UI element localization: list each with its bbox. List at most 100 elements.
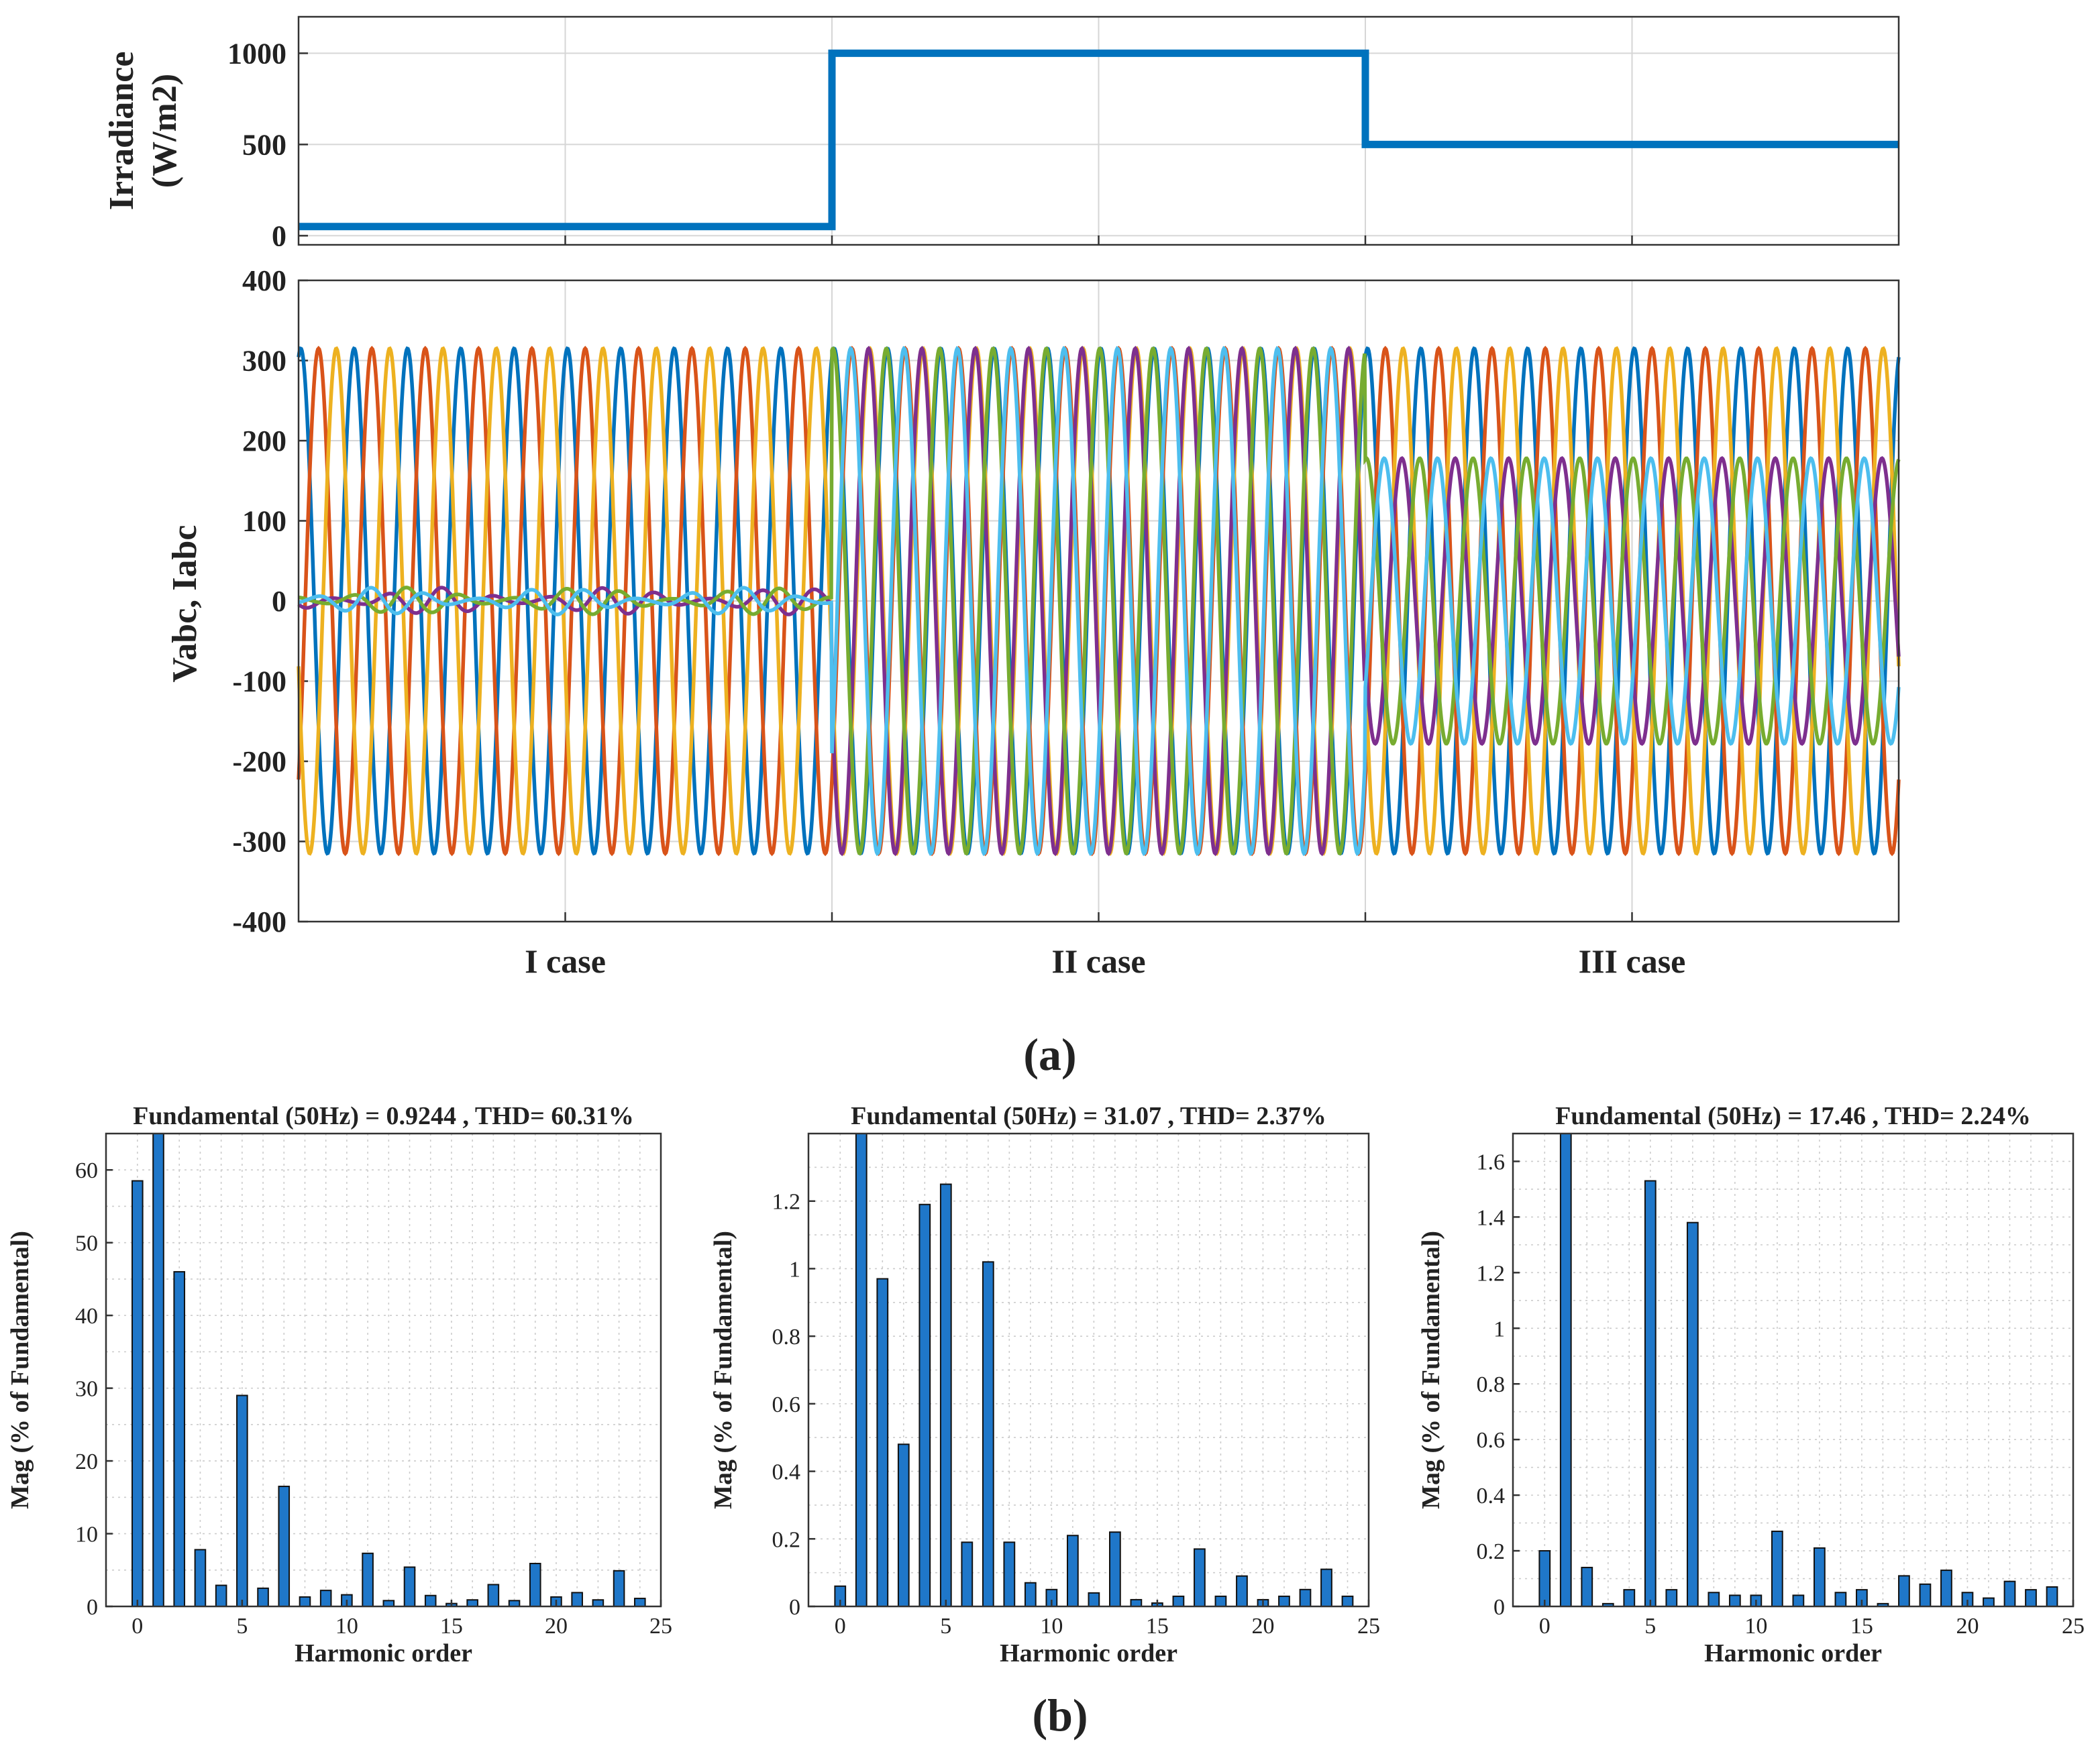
fft-chart-case-3: 0 5 10 15 20 25 0 0.2 0.4 0.6 0.8 1 1.2 1.4 1.6 Fundame…: [1417, 1102, 2085, 1667]
fft-bar-h17: [1194, 1548, 1206, 1607]
fft-bar-h4: [918, 1203, 931, 1607]
fft-ytick-label: 0: [789, 1595, 800, 1620]
fft-xlabel: Harmonic order: [1704, 1639, 1882, 1667]
fft-ytick-label: 1.2: [772, 1190, 801, 1215]
fft-ylabel: Mag (% of Fundamental): [1417, 1231, 1445, 1509]
vi-axes-frame: [297, 279, 1900, 923]
vi-ytick-label: 100: [242, 505, 286, 538]
fft-bar-h19: [1236, 1575, 1248, 1607]
fft-bar-h9: [1024, 1582, 1037, 1607]
fft-bar-h17: [1898, 1575, 1910, 1607]
fft-bar-h24: [2046, 1586, 2058, 1608]
fft-xtick-label: 25: [2062, 1614, 2085, 1639]
fft-bar-h11: [362, 1552, 374, 1607]
irradiance-ytick-label: 1000: [227, 37, 286, 70]
fft-xtick-label: 0: [1539, 1614, 1551, 1639]
fft-bar-h5: [236, 1394, 248, 1607]
vi-xtick-label: II case: [1051, 942, 1145, 980]
fft-ytick-label: 0.8: [1477, 1372, 1506, 1397]
fft-bar-h9: [319, 1590, 332, 1607]
fft-ytick-label: 0: [1493, 1595, 1505, 1620]
fft-bar-h5: [1644, 1180, 1657, 1607]
fft-ytick-label: 0.2: [772, 1527, 801, 1552]
fft-bar-h13: [1814, 1547, 1826, 1608]
fft-bar-h7: [982, 1261, 994, 1608]
fft-ytick-label: 0: [87, 1595, 98, 1620]
fft-xlabel: Harmonic order: [1000, 1639, 1177, 1667]
fft-axes-frame: [1512, 1132, 2075, 1608]
fft-bar-h14: [1834, 1592, 1847, 1607]
irradiance-line: [299, 49, 1899, 231]
fft-xtick-label: 10: [1040, 1614, 1063, 1639]
fft-ytick-label: 1.2: [1477, 1261, 1506, 1286]
vi-ytick-label: 200: [242, 425, 286, 457]
fft-bar-h12: [1792, 1594, 1805, 1608]
fft-bar-h11: [1771, 1531, 1783, 1607]
fft-bar-h12: [1088, 1592, 1100, 1608]
fft-title: Fundamental (50Hz) = 31.07 , THD= 2.37%: [851, 1102, 1326, 1130]
fft-xtick-label: 20: [1956, 1614, 1979, 1639]
fft-ytick-label: 1.4: [1477, 1205, 1506, 1230]
fft-ytick-label: 50: [75, 1231, 98, 1256]
irradiance-ylabel-line2: (W/m2): [146, 74, 184, 188]
fft-bar-h23: [1320, 1568, 1332, 1608]
fft-axes-frame: [105, 1132, 662, 1608]
panel-b-caption: (b): [1032, 1690, 1088, 1741]
fft-title: Fundamental (50Hz) = 17.46 , THD= 2.24%: [1555, 1102, 2031, 1130]
irradiance-axes-frame: [297, 15, 1900, 246]
fft-bar-h7: [278, 1486, 291, 1608]
vi-ytick-label: -300: [232, 826, 286, 859]
fft-bar-h21: [1983, 1597, 1995, 1608]
fft-bar-h2: [876, 1278, 889, 1608]
fft-bar-h14: [424, 1594, 437, 1607]
fft-xtick-label: 15: [1850, 1614, 1873, 1639]
fft-bar-h24: [1341, 1595, 1354, 1607]
fft-bar-h22: [592, 1599, 605, 1608]
vi-xtick-label: III case: [1579, 942, 1686, 980]
fft-bar-h8: [1708, 1592, 1720, 1607]
vi-ytick-label: 300: [242, 345, 286, 378]
fft-bar-h8: [1003, 1541, 1016, 1608]
fft-bar-h14: [1130, 1598, 1143, 1607]
fft-bar-h6: [961, 1541, 974, 1608]
fft-chart-case-2: 0 5 10 15 20 25 0 0.2 0.4 0.6 0.8 1 1.2 Fundamental (…: [709, 1102, 1380, 1667]
fft-bar-h18: [1919, 1583, 1932, 1607]
fft-bar-h22: [2003, 1580, 2016, 1608]
fft-xtick-label: 5: [940, 1614, 951, 1639]
fft-bar-h2: [173, 1271, 186, 1607]
fft-bar-h0: [1538, 1550, 1551, 1608]
vi-series-ia: [297, 345, 1901, 857]
vi-ytick-label: -100: [232, 665, 286, 698]
fft-bar-h6: [1665, 1589, 1678, 1608]
fft-xtick-label: 25: [1357, 1614, 1380, 1639]
vi-ytick-label: -200: [232, 745, 286, 778]
fft-bar-h19: [1940, 1570, 1952, 1607]
fft-ytick-label: 20: [75, 1449, 98, 1474]
fft-bar-h2: [1581, 1566, 1593, 1607]
fft-bar-h17: [487, 1584, 500, 1607]
vi-series-ib: [298, 346, 1901, 856]
fft-bar-h6: [257, 1587, 269, 1607]
fft-ytick-label: 40: [75, 1304, 98, 1329]
fft-ytick-label: 30: [75, 1377, 98, 1402]
fft-bar-h21: [571, 1592, 583, 1608]
fft-bar-h8: [299, 1596, 311, 1607]
fft-xtick-label: 0: [132, 1614, 143, 1639]
fft-bar-h16: [1172, 1595, 1185, 1607]
fft-xtick-label: 10: [1744, 1614, 1767, 1639]
vabc-iabc-chart: 400 300 200 100 0 -100 -200 -300 -400 I case II ca…: [166, 264, 1901, 980]
fft-xtick-label: 0: [835, 1614, 846, 1639]
fft-ytick-label: 60: [75, 1158, 98, 1183]
fft-title: Fundamental (50Hz) = 0.9244 , THD= 60.31…: [133, 1102, 634, 1130]
fft-axes-frame: [807, 1132, 1370, 1608]
fft-bar-h22: [1299, 1588, 1312, 1608]
fft-bar-h5: [939, 1183, 952, 1608]
fft-ytick-label: 0.6: [1477, 1428, 1506, 1453]
fft-xlabel: Harmonic order: [295, 1639, 472, 1667]
fft-bar-h18: [508, 1600, 521, 1607]
fft-bar-h23: [613, 1570, 625, 1607]
fft-ytick-label: 0.8: [772, 1325, 801, 1350]
irradiance-chart: 0 500 1000 Irradiance (W/m2): [103, 15, 1900, 252]
fft-ytick-label: 0.4: [772, 1460, 801, 1485]
